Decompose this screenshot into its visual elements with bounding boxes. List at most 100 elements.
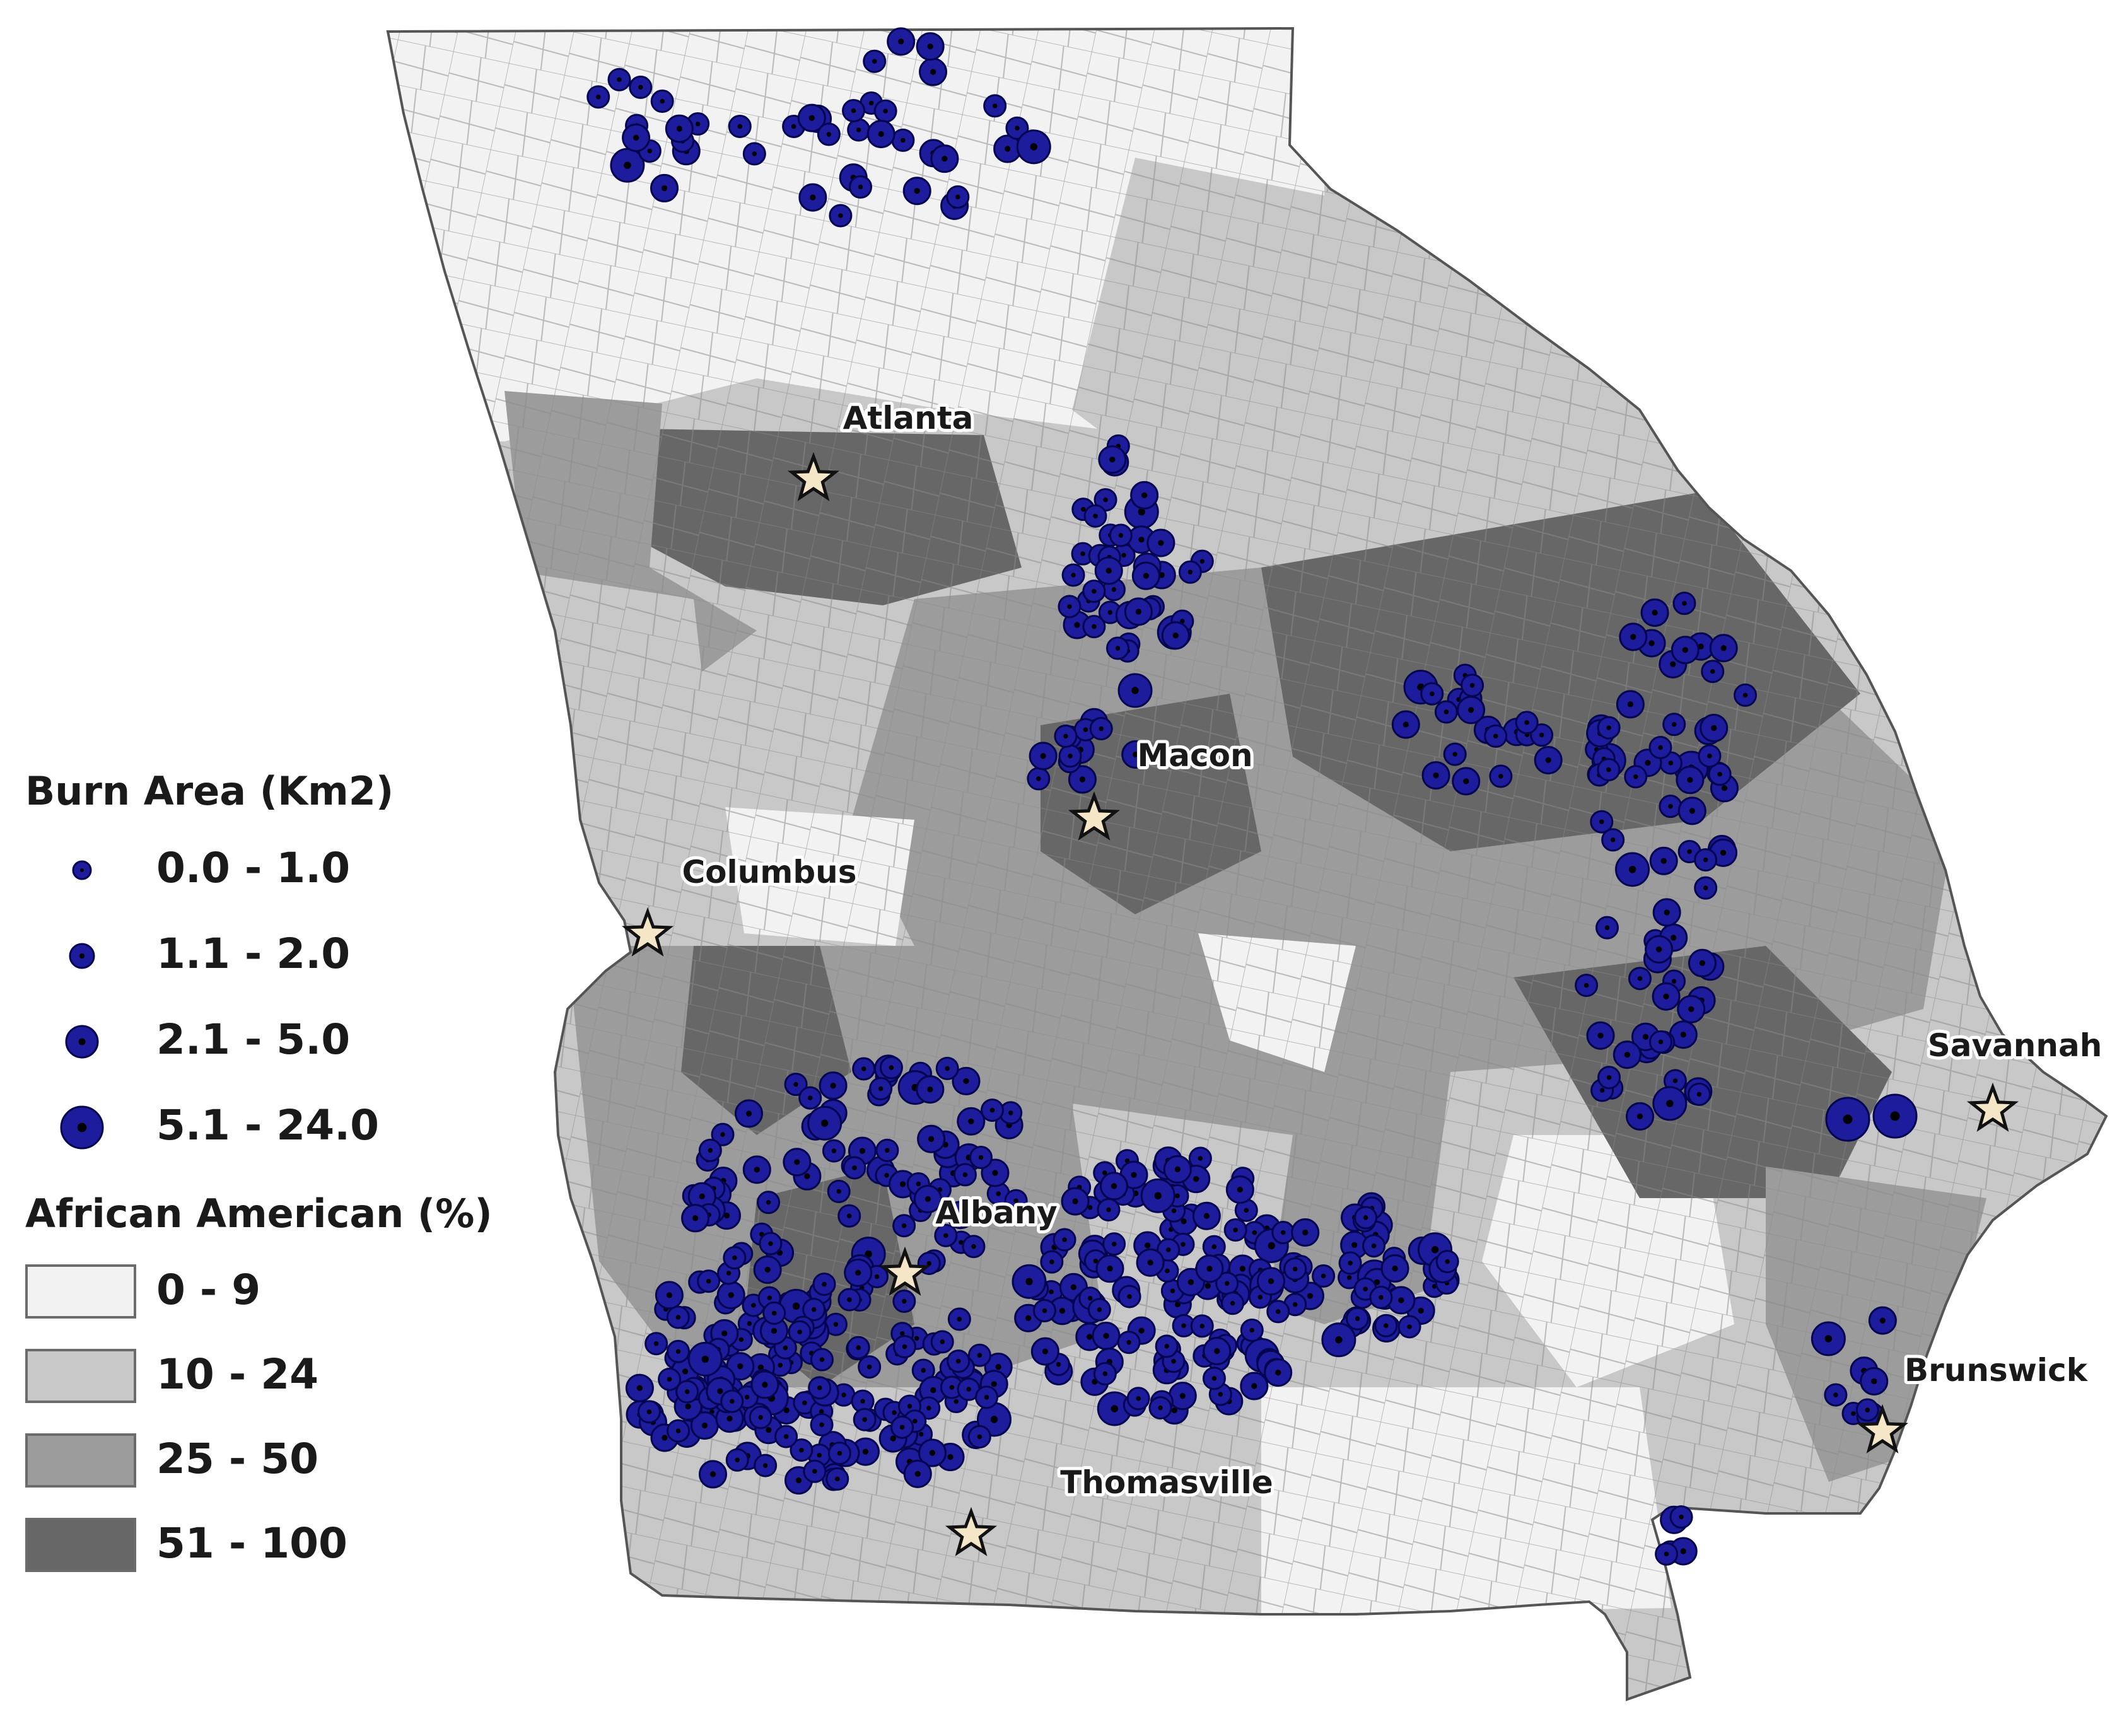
burn-point-251[interactable] bbox=[1136, 1248, 1165, 1277]
burn-point-258[interactable] bbox=[1155, 1334, 1179, 1358]
burn-point-498[interactable] bbox=[1640, 598, 1669, 627]
burn-point-589[interactable] bbox=[650, 173, 679, 202]
burn-point-501[interactable] bbox=[1590, 810, 1614, 834]
burn-point-516[interactable] bbox=[1688, 948, 1717, 977]
burn-point-416[interactable] bbox=[666, 1305, 690, 1329]
burn-point-564[interactable] bbox=[919, 57, 948, 86]
burn-point-324[interactable] bbox=[953, 1163, 977, 1187]
burn-point-532[interactable] bbox=[1652, 982, 1681, 1011]
burn-point-372[interactable] bbox=[1346, 1307, 1370, 1331]
burn-point-295[interactable] bbox=[852, 1057, 876, 1081]
burn-point-412[interactable] bbox=[723, 1246, 747, 1270]
burn-point-607[interactable] bbox=[1089, 717, 1113, 741]
burn-point-583[interactable] bbox=[742, 142, 766, 166]
burn-point-134[interactable] bbox=[810, 1348, 834, 1372]
burn-point-119[interactable] bbox=[810, 1413, 834, 1436]
burn-point-495[interactable] bbox=[1597, 758, 1621, 782]
burn-point-529[interactable] bbox=[1648, 1030, 1672, 1054]
burn-point-596[interactable] bbox=[665, 114, 694, 143]
burn-point-311[interactable] bbox=[844, 1258, 873, 1287]
burn-point-450[interactable] bbox=[1061, 563, 1085, 587]
burn-point-123[interactable] bbox=[853, 1407, 877, 1431]
burn-point-406[interactable] bbox=[675, 1380, 699, 1404]
burn-point-566[interactable] bbox=[916, 32, 945, 61]
burn-point-487[interactable] bbox=[1597, 716, 1621, 740]
burn-point-619[interactable] bbox=[1655, 1542, 1679, 1566]
burn-point-477[interactable] bbox=[1677, 796, 1706, 825]
burn-point-600[interactable] bbox=[1121, 740, 1150, 769]
burn-point-255[interactable] bbox=[1117, 1331, 1141, 1354]
burn-point-419[interactable] bbox=[655, 1281, 684, 1310]
burn-point-425[interactable] bbox=[1071, 542, 1095, 566]
burn-point-479[interactable] bbox=[1662, 713, 1686, 737]
burn-point-624[interactable] bbox=[1117, 673, 1153, 708]
burn-point-334[interactable] bbox=[819, 1071, 848, 1100]
burn-point-497[interactable] bbox=[1708, 762, 1732, 786]
burn-point-199[interactable] bbox=[1225, 1175, 1254, 1204]
burn-point-476[interactable] bbox=[1619, 622, 1648, 651]
burn-point-614[interactable] bbox=[1860, 1366, 1889, 1395]
burn-point-360[interactable] bbox=[1374, 1314, 1398, 1337]
burn-point-569[interactable] bbox=[797, 103, 826, 132]
burn-point-544[interactable] bbox=[1489, 764, 1513, 788]
burn-point-418[interactable] bbox=[749, 1406, 773, 1430]
burn-point-410[interactable] bbox=[750, 1370, 779, 1399]
burn-point-417[interactable] bbox=[697, 1269, 721, 1293]
burn-point-505[interactable] bbox=[1586, 1021, 1615, 1050]
burn-point-261[interactable] bbox=[1061, 1187, 1090, 1216]
burn-point-288[interactable] bbox=[875, 1138, 899, 1162]
burn-point-252[interactable] bbox=[1100, 1172, 1129, 1201]
burn-point-460[interactable] bbox=[1659, 795, 1683, 818]
burn-point-401[interactable] bbox=[788, 1320, 812, 1344]
burn-point-316[interactable] bbox=[917, 1124, 946, 1153]
burn-point-448[interactable] bbox=[1109, 523, 1133, 547]
burn-point-70[interactable] bbox=[825, 1467, 849, 1491]
burn-point-527[interactable] bbox=[1645, 935, 1674, 964]
burn-point-613[interactable] bbox=[1855, 1398, 1879, 1422]
burn-point-233[interactable] bbox=[1202, 1366, 1226, 1390]
burn-point-129[interactable] bbox=[803, 1459, 827, 1483]
burn-point-224[interactable] bbox=[1203, 1336, 1232, 1365]
burn-point-585[interactable] bbox=[650, 90, 674, 114]
burn-point-413[interactable] bbox=[666, 1339, 690, 1363]
burn-point-466[interactable] bbox=[1734, 683, 1758, 707]
burn-point-404[interactable] bbox=[681, 1204, 710, 1233]
burn-point-314[interactable] bbox=[879, 1056, 903, 1080]
burn-point-471[interactable] bbox=[1701, 660, 1725, 684]
burn-point-368[interactable] bbox=[1397, 1315, 1421, 1339]
burn-point-449[interactable] bbox=[1098, 445, 1127, 474]
burn-point-80[interactable] bbox=[918, 1438, 947, 1467]
burn-point-304[interactable] bbox=[837, 1204, 861, 1228]
burn-point-552[interactable] bbox=[1534, 745, 1563, 774]
burn-point-322[interactable] bbox=[822, 1139, 846, 1163]
burn-point-615[interactable] bbox=[1811, 1321, 1846, 1356]
burn-point-581[interactable] bbox=[829, 204, 853, 228]
burn-point-523[interactable] bbox=[1595, 916, 1619, 940]
burn-point-456[interactable] bbox=[1106, 636, 1130, 660]
burn-point-337[interactable] bbox=[1004, 1189, 1028, 1213]
burn-point-568[interactable] bbox=[873, 99, 897, 123]
burn-point-85[interactable] bbox=[967, 1343, 991, 1367]
burn-point-339[interactable] bbox=[798, 1086, 822, 1110]
burn-point-594[interactable] bbox=[622, 123, 651, 152]
burn-point-534[interactable] bbox=[1597, 1066, 1621, 1090]
burn-point-105[interactable] bbox=[774, 1424, 798, 1448]
burn-point-371[interactable] bbox=[1283, 1257, 1307, 1281]
burn-point-573[interactable] bbox=[866, 120, 895, 149]
burn-point-376[interactable] bbox=[1380, 1254, 1409, 1283]
burn-point-246[interactable] bbox=[1221, 1291, 1245, 1315]
burn-point-530[interactable] bbox=[1652, 898, 1681, 927]
burn-point-399[interactable] bbox=[759, 1317, 788, 1346]
burn-point-528[interactable] bbox=[1628, 967, 1652, 991]
burn-point-446[interactable] bbox=[1161, 621, 1190, 650]
burn-point-71[interactable] bbox=[930, 1330, 954, 1354]
burn-point-264[interactable] bbox=[1140, 1178, 1175, 1213]
burn-point-265[interactable] bbox=[1223, 1218, 1247, 1242]
burn-point-435[interactable] bbox=[1058, 595, 1082, 619]
burn-point-503[interactable] bbox=[1700, 714, 1729, 743]
burn-point-296[interactable] bbox=[934, 1223, 958, 1247]
burn-point-499[interactable] bbox=[1648, 735, 1672, 759]
burn-point-595[interactable] bbox=[629, 75, 653, 99]
burn-point-574[interactable] bbox=[983, 94, 1007, 118]
burn-point-307[interactable] bbox=[946, 1201, 975, 1230]
